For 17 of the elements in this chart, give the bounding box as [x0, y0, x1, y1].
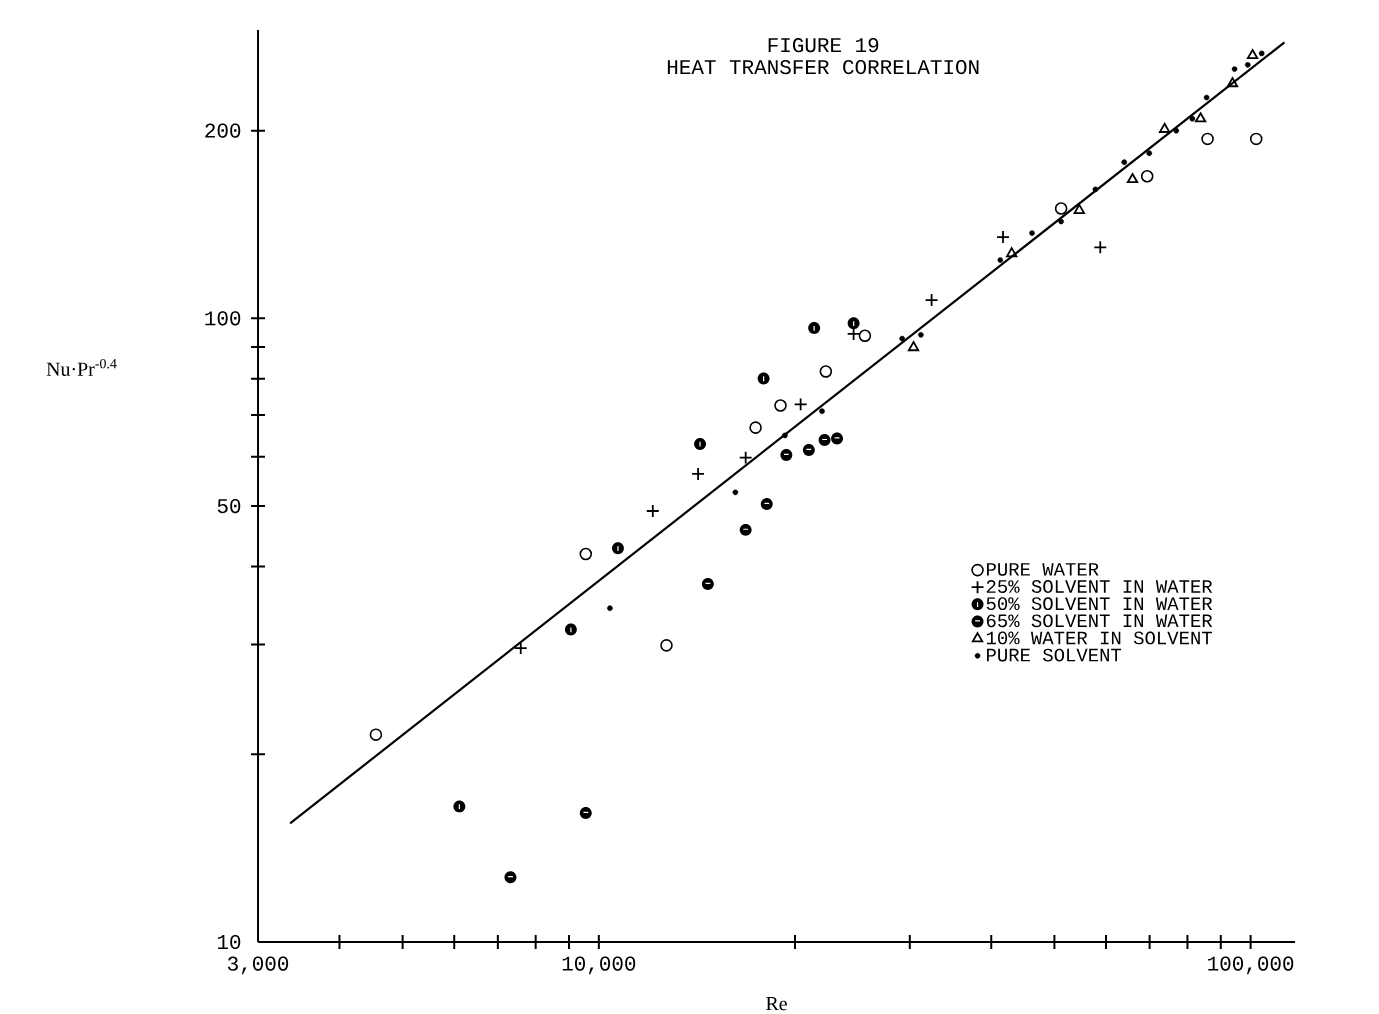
x-axis-title: Re — [766, 997, 787, 1011]
legend-label: PURE WATER — [987, 563, 1099, 576]
y-tick-label: 50 — [217, 498, 241, 514]
legend-label: 25% SOLVENT IN WATER — [986, 580, 1213, 593]
text: HEAT TRANSFER CORRELATION — [667, 59, 979, 75]
x-tick-label: 3,000 — [227, 956, 289, 975]
y-axis-title: Nu·Pr$^{-0.4}$ — [46, 358, 117, 376]
chart-title: FIGURE 19 — [768, 38, 879, 53]
legend-label: 65% SOLVENT IN WATER — [986, 614, 1213, 628]
legend-label: 50% SOLVENT IN WATER — [986, 597, 1213, 611]
y-tick-label: 100 — [205, 311, 241, 326]
legend-label: PURE SOLVENT — [987, 648, 1122, 662]
y-tick-label: 200 — [205, 123, 241, 138]
x-tick-label: 10,000 — [562, 956, 636, 975]
x-tick-label: 100,000 — [1208, 956, 1294, 975]
legend-label: 10% WATER IN SOLVENT — [986, 631, 1212, 645]
y-tick-label: 10 — [217, 934, 241, 950]
